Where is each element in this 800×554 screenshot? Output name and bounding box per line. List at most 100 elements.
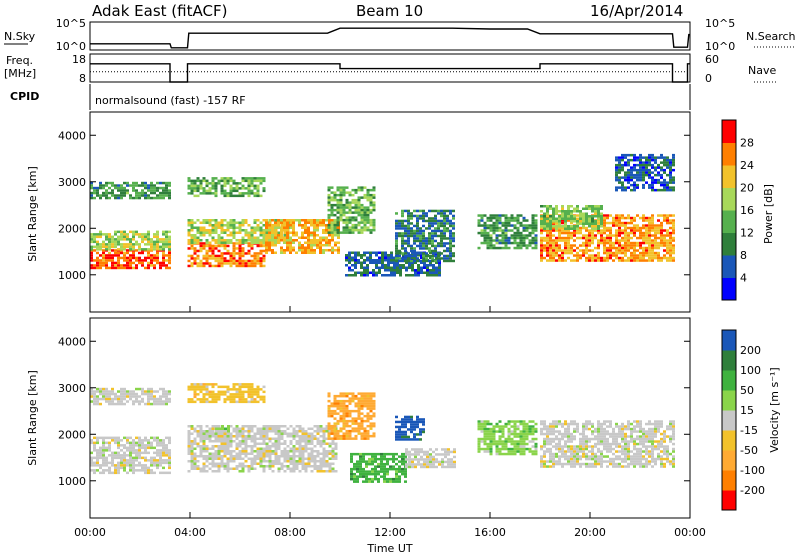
echo-cell — [196, 442, 200, 445]
echo-cell — [609, 251, 612, 255]
echo-cell — [369, 193, 373, 197]
echo-cell — [123, 454, 126, 457]
echo-cell — [591, 217, 594, 220]
echo-cell — [159, 471, 162, 475]
echo-cell — [492, 224, 496, 227]
echo-cell — [342, 422, 346, 425]
echo-cell — [226, 388, 230, 391]
echo-cell — [369, 261, 372, 264]
echo-cell — [211, 427, 215, 430]
echo-cell — [123, 186, 126, 190]
echo-cell — [627, 244, 630, 247]
echo-cell — [93, 395, 96, 398]
echo-cell — [168, 235, 171, 239]
echo-cell — [407, 234, 410, 238]
echo-cell — [265, 246, 268, 249]
echo-cell — [345, 429, 349, 433]
echo-cell — [576, 210, 579, 213]
echo-cell — [144, 451, 147, 455]
echo-cell — [354, 211, 358, 214]
echo-cell — [120, 390, 123, 393]
echo-cell — [449, 224, 452, 228]
echo-cell — [328, 442, 332, 445]
echo-cell — [372, 193, 376, 197]
echo-cell — [90, 464, 93, 467]
echo-cell — [591, 249, 594, 252]
echo-cell — [295, 231, 298, 234]
echo-cell — [588, 249, 591, 252]
echo-cell — [232, 219, 236, 222]
echo-cell — [395, 259, 398, 263]
echo-cell — [516, 231, 520, 235]
echo-cell — [360, 394, 364, 398]
echo-cell — [292, 435, 296, 438]
echo-cell — [147, 387, 150, 391]
echo-cell — [549, 217, 552, 220]
echo-cell — [672, 158, 675, 162]
echo-cell — [259, 430, 263, 433]
echo-cell — [304, 219, 307, 222]
echo-cell — [401, 259, 404, 263]
echo-cell — [588, 231, 591, 235]
echo-cell — [645, 163, 648, 167]
echo-cell — [372, 188, 376, 192]
echo-cell — [407, 252, 410, 255]
echo-cell — [313, 219, 316, 222]
echo-cell — [534, 241, 538, 245]
echo-cell — [202, 226, 206, 229]
echo-cell — [384, 259, 387, 262]
echo-cell — [603, 256, 606, 260]
echo-cell — [217, 425, 221, 428]
echo-cell — [108, 444, 111, 447]
echo-cell — [627, 259, 630, 262]
echo-cell — [313, 435, 317, 438]
echo-cell — [193, 385, 197, 389]
echo-cell — [159, 464, 162, 467]
echo-cell — [345, 226, 349, 229]
echo-cell — [187, 385, 191, 389]
echo-cell — [117, 471, 120, 475]
cpid-label: CPID — [10, 90, 39, 103]
echo-cell — [256, 194, 260, 198]
echo-cell — [135, 266, 138, 270]
echo-cell — [630, 176, 633, 179]
echo-cell — [552, 212, 555, 215]
echo-cell — [102, 249, 105, 252]
echo-cell — [573, 239, 576, 242]
echo-cell — [132, 400, 135, 403]
echo-cell — [232, 182, 236, 185]
echo-cell — [452, 237, 455, 240]
echo-cell — [504, 241, 508, 245]
echo-cell — [615, 166, 618, 169]
echo-cell — [205, 257, 209, 260]
echo-cell — [129, 469, 132, 472]
echo-cell — [663, 239, 666, 242]
echo-cell — [398, 227, 401, 230]
echo-cell — [390, 261, 393, 264]
echo-cell — [96, 264, 99, 267]
echo-cell — [93, 264, 96, 267]
echo-cell — [645, 224, 648, 227]
echo-cell — [190, 442, 194, 445]
echo-cell — [330, 221, 334, 224]
echo-cell — [369, 208, 373, 212]
echo-cell — [214, 221, 218, 224]
echo-cell — [268, 224, 271, 227]
echo-cell — [398, 430, 401, 434]
echo-cell — [648, 168, 651, 172]
echo-cell — [327, 216, 331, 219]
echo-cell — [265, 437, 269, 440]
echo-cell — [660, 214, 663, 217]
echo-cell — [342, 419, 346, 423]
echo-cell — [319, 246, 322, 249]
echo-cell — [362, 455, 365, 458]
echo-cell — [277, 427, 281, 430]
echo-cell — [333, 231, 337, 234]
echo-cell — [241, 393, 245, 396]
echo-cell — [304, 226, 307, 229]
echo-cell — [153, 461, 156, 465]
echo-cell — [229, 262, 233, 265]
echo-cell — [162, 189, 165, 192]
echo-cell — [331, 440, 335, 443]
echo-cell — [446, 217, 449, 220]
